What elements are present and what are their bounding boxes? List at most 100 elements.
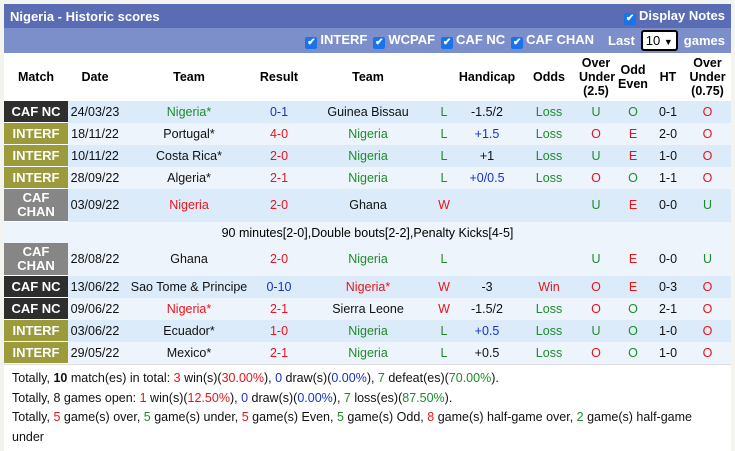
- cell-odd-even: E: [614, 188, 652, 222]
- competition-badge[interactable]: INTERF: [4, 122, 68, 145]
- cell-result[interactable]: 0-10: [256, 275, 302, 298]
- notes-row: 90 minutes[2-0],Double bouts[2-2],Penalt…: [4, 221, 731, 243]
- filter-caf-chan[interactable]: ✔ CAF CHAN: [511, 32, 594, 49]
- competition-badge[interactable]: CAF NC: [4, 275, 68, 298]
- cell-away-team[interactable]: Nigeria*: [302, 275, 434, 298]
- filter-interf[interactable]: ✔ INTERF: [305, 32, 367, 49]
- cell-result[interactable]: 2-0: [256, 144, 302, 167]
- table-row[interactable]: CAF NC 24/03/23 Nigeria* 0-1 Guinea Bissau L -…: [4, 101, 731, 123]
- cell-handicap: -1.5/2: [454, 101, 520, 123]
- cell-result[interactable]: 2-0: [256, 243, 302, 276]
- cell-away-team[interactable]: Nigeria: [302, 341, 434, 364]
- cell-over-under-0-75: O: [684, 122, 731, 145]
- competition-badge[interactable]: INTERF: [4, 319, 68, 342]
- filter-bar: ✔ INTERF ✔ WCPAF ✔ CAF NC ✔ CAF CHAN Last 10…: [4, 28, 731, 53]
- cell-odds: [520, 243, 578, 276]
- checkbox-checked-icon[interactable]: ✔: [441, 37, 454, 49]
- cell-result[interactable]: 4-0: [256, 122, 302, 145]
- summary-text: Totally,: [12, 410, 54, 424]
- cell-result[interactable]: 2-1: [256, 166, 302, 189]
- cell-home-team[interactable]: Ecuador*: [122, 319, 256, 342]
- header-home-team: Team: [122, 53, 256, 101]
- table-row[interactable]: INTERF 29/05/22 Mexico* 2-1 Nigeria L +0.5 Loss…: [4, 341, 731, 364]
- cell-over-under-0-75: O: [684, 144, 731, 167]
- cell-result[interactable]: 2-0: [256, 188, 302, 222]
- cell-away-team[interactable]: Nigeria: [302, 243, 434, 276]
- header-over-under-2-5: Over Under (2.5): [578, 53, 615, 101]
- summary-text: 5: [336, 410, 344, 424]
- table-row[interactable]: CAF NC 13/06/22 Sao Tome & Principe 0-10 Nig…: [4, 275, 731, 298]
- table-row[interactable]: CAF NC 09/06/22 Nigeria* 2-1 Sierra Leone W -1…: [4, 297, 731, 320]
- header-result: Result: [256, 53, 302, 101]
- cell-over-under-2-5: U: [578, 243, 614, 276]
- cell-away-team[interactable]: Nigeria: [302, 122, 434, 145]
- cell-home-team[interactable]: Nigeria*: [122, 101, 256, 123]
- cell-away-team[interactable]: Nigeria: [302, 144, 434, 167]
- cell-home-team[interactable]: Costa Rica*: [122, 144, 256, 167]
- table-row[interactable]: INTERF 28/09/22 Algeria* 2-1 Nigeria L +0/0.5 L…: [4, 166, 731, 189]
- summary-line: Totally, 8 games open: 1 win(s)(12.50%),…: [12, 389, 723, 409]
- competition-badge[interactable]: INTERF: [4, 166, 68, 189]
- cell-handicap: -3: [454, 275, 520, 298]
- cell-ht: 2-1: [652, 297, 684, 320]
- competition-badge[interactable]: INTERF: [4, 144, 68, 167]
- cell-ht: 0-0: [652, 243, 684, 276]
- checkbox-checked-icon[interactable]: ✔: [373, 37, 386, 49]
- cell-home-team[interactable]: Mexico*: [122, 341, 256, 364]
- cell-home-team[interactable]: Nigeria: [122, 188, 256, 222]
- cell-away-team[interactable]: Nigeria: [302, 166, 434, 189]
- summary-text: ),: [332, 390, 344, 405]
- cell-away-team[interactable]: Nigeria: [302, 319, 434, 342]
- cell-result[interactable]: 2-1: [256, 341, 302, 364]
- cell-date: 28/09/22: [68, 166, 122, 189]
- cell-away-team[interactable]: Ghana: [302, 188, 434, 222]
- cell-home-team[interactable]: Algeria*: [122, 166, 256, 189]
- table-row[interactable]: INTERF 10/11/22 Costa Rica* 2-0 Nigeria L +1 Lo…: [4, 144, 731, 167]
- cell-win-loss: L: [434, 319, 454, 342]
- competition-badge[interactable]: CAF NC: [4, 297, 68, 320]
- cell-result[interactable]: 2-1: [256, 297, 302, 320]
- summary-text: 3: [173, 371, 181, 385]
- display-notes-toggle[interactable]: ✔ Display Notes: [624, 8, 725, 25]
- header-row: Match Date Team Result Team Handicap Odds Over …: [4, 53, 731, 101]
- cell-over-under-2-5: O: [578, 297, 614, 320]
- cell-date: 24/03/23: [68, 101, 122, 123]
- cell-ht: 0-0: [652, 188, 684, 222]
- table-row[interactable]: INTERF 18/11/22 Portugal* 4-0 Nigeria L +1.5 Lo…: [4, 122, 731, 145]
- table-row[interactable]: CAF CHAN 28/08/22 Ghana 2-0 Nigeria L U E 0-0 U: [4, 243, 731, 276]
- cell-away-team[interactable]: Sierra Leone: [302, 297, 434, 320]
- cell-home-team[interactable]: Ghana: [122, 243, 256, 276]
- last-games-select[interactable]: 10 ▼: [640, 30, 678, 51]
- checkbox-checked-icon[interactable]: ✔: [511, 37, 524, 49]
- summary-text: win(s)(: [146, 390, 188, 405]
- match-note: 90 minutes[2-0],Double bouts[2-2],Penalt…: [4, 221, 731, 243]
- cell-result[interactable]: 1-0: [256, 319, 302, 342]
- checkbox-checked-icon[interactable]: ✔: [624, 12, 637, 25]
- competition-badge[interactable]: CAF CHAN: [4, 188, 68, 222]
- summary-text: 10: [53, 371, 68, 385]
- summary-line: Totally, 5 game(s) over, 5 game(s) under…: [12, 408, 723, 447]
- summary-text: ),: [366, 371, 378, 385]
- cell-result[interactable]: 0-1: [256, 101, 302, 123]
- summary-text: ).: [491, 371, 499, 385]
- chevron-down-icon: ▼: [663, 37, 673, 47]
- competition-badge[interactable]: CAF CHAN: [4, 243, 68, 276]
- competition-badge[interactable]: INTERF: [4, 341, 68, 364]
- cell-away-team[interactable]: Guinea Bissau: [302, 101, 434, 123]
- table-row[interactable]: CAF CHAN 03/09/22 Nigeria 2-0 Ghana W U E 0-0 U: [4, 188, 731, 222]
- summary-text: 5: [53, 410, 61, 424]
- filter-wcpaf[interactable]: ✔ WCPAF: [373, 32, 435, 49]
- cell-home-team[interactable]: Portugal*: [122, 122, 256, 145]
- checkbox-checked-icon[interactable]: ✔: [305, 37, 318, 49]
- cell-home-team[interactable]: Sao Tome & Principe: [122, 275, 256, 298]
- cell-win-loss: L: [434, 101, 454, 123]
- table-row[interactable]: INTERF 03/06/22 Ecuador* 1-0 Nigeria L +0.5 Los…: [4, 319, 731, 342]
- cell-home-team[interactable]: Nigeria*: [122, 297, 256, 320]
- panel-title: Nigeria - Historic scores: [10, 8, 160, 24]
- cell-over-under-2-5: O: [578, 341, 614, 364]
- filter-caf-nc[interactable]: ✔ CAF NC: [441, 32, 505, 49]
- cell-over-under-2-5: O: [578, 275, 614, 298]
- competition-badge[interactable]: CAF NC: [4, 101, 68, 123]
- cell-handicap: +1.5: [454, 122, 520, 145]
- cell-odds: Win: [520, 275, 578, 298]
